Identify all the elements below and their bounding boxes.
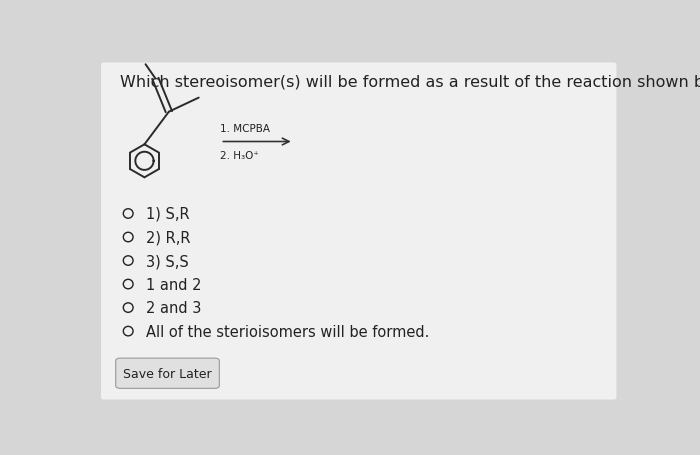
Text: 1) S,R: 1) S,R <box>146 207 190 222</box>
Text: 1 and 2: 1 and 2 <box>146 277 202 292</box>
Text: 3) S,S: 3) S,S <box>146 253 189 268</box>
Text: 2. H₃O⁺: 2. H₃O⁺ <box>220 151 259 161</box>
Text: 2) R,R: 2) R,R <box>146 230 190 245</box>
Text: 2 and 3: 2 and 3 <box>146 300 202 315</box>
Text: All of the sterioisomers will be formed.: All of the sterioisomers will be formed. <box>146 324 430 339</box>
FancyBboxPatch shape <box>116 359 219 389</box>
Text: Which stereoisomer(s) will be formed as a result of the reaction shown below?: Which stereoisomer(s) will be formed as … <box>120 74 700 89</box>
Text: Save for Later: Save for Later <box>123 367 212 380</box>
FancyBboxPatch shape <box>101 63 617 399</box>
Text: 1. MCPBA: 1. MCPBA <box>220 123 270 133</box>
